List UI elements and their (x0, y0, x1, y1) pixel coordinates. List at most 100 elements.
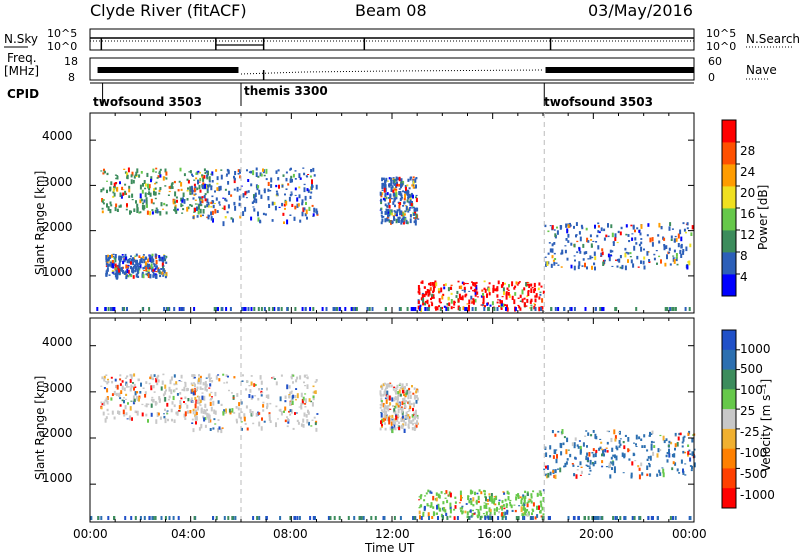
power-cell (165, 261, 168, 264)
velocity-cell (474, 491, 476, 496)
velocity-cell (488, 493, 491, 496)
velocity-cell (138, 396, 140, 402)
power-cell (127, 167, 130, 173)
power-cell (180, 188, 183, 191)
velocity-cell (390, 417, 393, 421)
power-cell (303, 207, 306, 211)
power-cell (293, 216, 296, 221)
velocity-cell (295, 388, 298, 390)
velocity-cell (208, 419, 211, 423)
velocity-cell (104, 418, 107, 423)
power-ground-cell (447, 307, 450, 311)
power-cell (154, 192, 157, 196)
velocity-cell (173, 383, 176, 386)
power-cell (658, 240, 661, 244)
power-cell (627, 252, 630, 255)
velocity-cell (101, 403, 104, 406)
power-cell (118, 257, 121, 261)
power-cell (528, 284, 531, 286)
velocity-cell (391, 418, 394, 421)
velocity-cell (599, 438, 602, 440)
velocity-cell (165, 389, 167, 392)
velocity-cell (106, 408, 109, 412)
power-cell (102, 187, 105, 191)
power-cell (540, 285, 543, 288)
power-cell (156, 177, 159, 179)
power-cell (627, 234, 630, 237)
velocity-cell (403, 419, 405, 423)
velocity-cell (461, 506, 464, 510)
power-cell (411, 207, 414, 209)
power-cell (194, 193, 197, 195)
power-cell (679, 249, 682, 252)
power-cell (144, 187, 147, 190)
power-cell (476, 296, 479, 298)
power-cell (154, 197, 157, 200)
velocity-cell (213, 418, 216, 421)
velocity-cell (296, 376, 299, 380)
velocity-cell (559, 467, 562, 473)
freq-band-1 (97, 67, 239, 73)
power-cell (432, 294, 435, 298)
velocity-cell (193, 391, 196, 396)
velocity-cell (418, 510, 421, 515)
power-cell (610, 224, 613, 229)
power-cell (284, 207, 286, 210)
power-cell (518, 281, 521, 283)
velocity-ground-cell (631, 516, 634, 520)
velocity-cell (184, 381, 187, 384)
velocity-cell (296, 393, 299, 399)
power-cell (129, 258, 131, 260)
power-cell (194, 203, 197, 205)
velocity-cell (677, 436, 680, 441)
nsearch-tick-bottom: 10^0 (706, 40, 737, 53)
velocity-cell (150, 398, 153, 402)
velocity-cell (532, 490, 535, 493)
power-cell (500, 284, 503, 288)
power-cell (145, 273, 148, 275)
power-cell (640, 246, 643, 252)
velocity-ground-cell (456, 516, 459, 520)
velocity-cell (102, 411, 105, 416)
power-cell (514, 285, 517, 288)
power-cell (158, 255, 161, 258)
velocity-cell (401, 407, 404, 412)
power-cell (556, 230, 559, 235)
power-cell (113, 192, 116, 197)
power-cell (608, 256, 611, 262)
velocity-cell (149, 376, 152, 380)
velocity-cell (659, 472, 662, 476)
velocity-cell (100, 401, 103, 404)
power-cell (589, 234, 592, 238)
power-ground-cell (474, 307, 477, 311)
power-cell (431, 302, 434, 307)
power-cell (233, 178, 236, 184)
power-cell (564, 249, 567, 254)
velocity-cell (440, 491, 443, 494)
velocity-cell (651, 430, 654, 435)
velocity-cell (136, 391, 139, 394)
velocity-ground-cell (490, 516, 493, 520)
velocity-cell (630, 474, 633, 479)
velocity-cell (133, 398, 136, 402)
power-cell (308, 206, 311, 211)
velocity-cell (605, 466, 608, 468)
velocity-cell (200, 423, 203, 429)
velocity-cell (190, 397, 193, 401)
power-cell (182, 208, 185, 211)
velocity-cell (412, 412, 415, 415)
velocity-cell (249, 389, 252, 393)
power-cell (138, 261, 141, 265)
power-cell (651, 242, 654, 247)
power-cell (389, 193, 392, 199)
velocity-cell (546, 465, 549, 470)
velocity-cell (485, 496, 487, 502)
velocity-cell (268, 416, 271, 421)
velocity-cell (672, 461, 675, 465)
velocity-cell (522, 496, 525, 499)
velocity-cell (386, 394, 389, 400)
power-cell (271, 201, 274, 206)
velocity-cell (203, 395, 206, 401)
power-ground-cell (257, 307, 260, 311)
power-cell (501, 300, 503, 304)
